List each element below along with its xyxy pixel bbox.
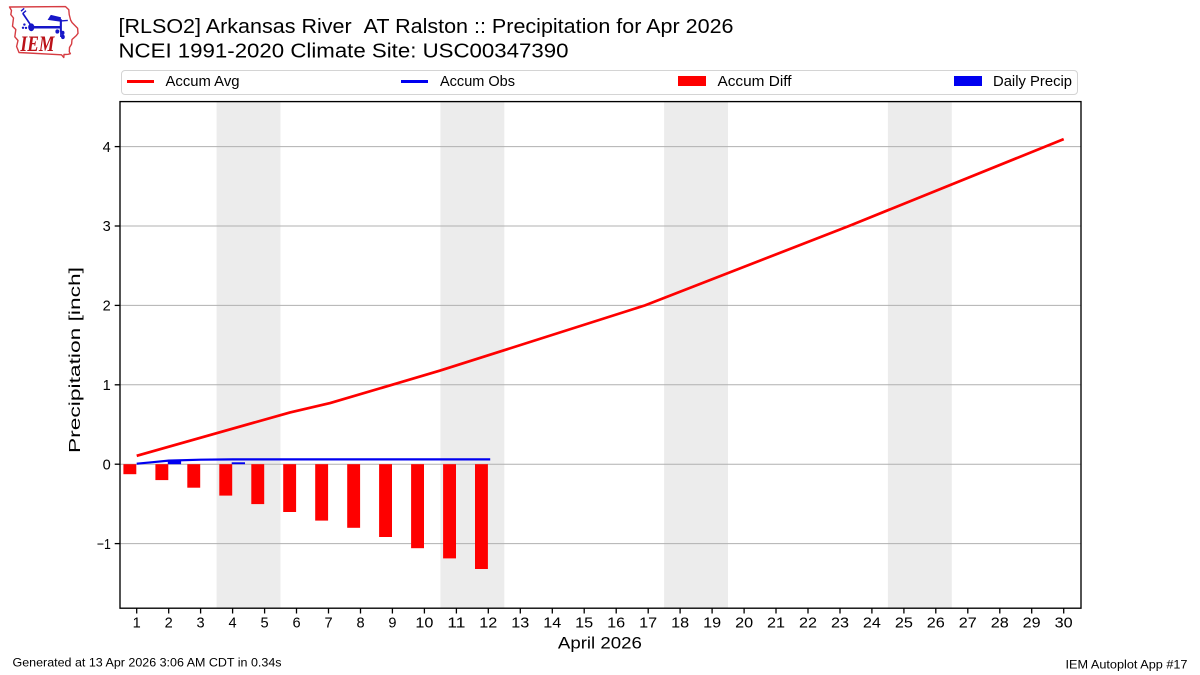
svg-text:11: 11	[447, 616, 465, 632]
svg-text:Generated at 13 Apr 2026 3:06: Generated at 13 Apr 2026 3:06 AM CDT in …	[13, 656, 282, 670]
svg-text:IEM: IEM	[20, 31, 56, 56]
svg-text:15: 15	[575, 616, 593, 632]
svg-text:6: 6	[292, 616, 300, 632]
svg-text:23: 23	[831, 616, 849, 632]
svg-text:−1: −1	[97, 537, 111, 553]
svg-text:3: 3	[103, 219, 111, 235]
svg-text:Accum Obs: Accum Obs	[440, 74, 515, 90]
svg-text:9: 9	[388, 616, 396, 632]
svg-text:4: 4	[103, 140, 111, 156]
svg-text:28: 28	[991, 616, 1009, 632]
svg-text:Accum Avg: Accum Avg	[166, 74, 240, 90]
svg-text:17: 17	[639, 616, 657, 632]
svg-text:[RLSO2] Arkansas River AT Ral: [RLSO2] Arkansas River AT Ralston :: Pre…	[119, 16, 734, 38]
svg-text:20: 20	[735, 616, 753, 632]
svg-text:IEM Autoplot App #17: IEM Autoplot App #17	[1066, 658, 1188, 672]
svg-text:Daily Precip: Daily Precip	[993, 74, 1072, 90]
svg-text:14: 14	[543, 616, 561, 632]
svg-text:April 2026: April 2026	[558, 634, 642, 652]
svg-text:Accum Diff: Accum Diff	[718, 74, 793, 90]
svg-text:3: 3	[197, 616, 205, 632]
svg-text:8: 8	[356, 616, 364, 632]
svg-text:5: 5	[261, 616, 269, 632]
svg-text:24: 24	[863, 616, 881, 632]
svg-text:4: 4	[229, 616, 237, 632]
svg-text:27: 27	[959, 616, 977, 632]
svg-text:NCEI 1991-2020 Climate Site: U: NCEI 1991-2020 Climate Site: USC00347390	[119, 40, 569, 62]
svg-text:30: 30	[1055, 616, 1073, 632]
svg-text:Precipitation [inch]: Precipitation [inch]	[67, 267, 84, 453]
svg-text:19: 19	[703, 616, 721, 632]
svg-text:16: 16	[607, 616, 625, 632]
svg-text:2: 2	[103, 299, 111, 315]
svg-text:25: 25	[895, 616, 913, 632]
svg-text:10: 10	[415, 616, 433, 632]
svg-text:12: 12	[479, 616, 497, 632]
svg-text:0: 0	[103, 457, 111, 473]
svg-text:1: 1	[103, 378, 111, 394]
svg-text:22: 22	[799, 616, 817, 632]
svg-text:13: 13	[511, 616, 529, 632]
svg-text:2: 2	[165, 616, 173, 632]
svg-text:26: 26	[927, 616, 945, 632]
svg-text:7: 7	[324, 616, 332, 632]
svg-text:1: 1	[133, 616, 141, 632]
svg-text:21: 21	[767, 616, 785, 632]
svg-text:29: 29	[1023, 616, 1041, 632]
svg-text:18: 18	[671, 616, 689, 632]
